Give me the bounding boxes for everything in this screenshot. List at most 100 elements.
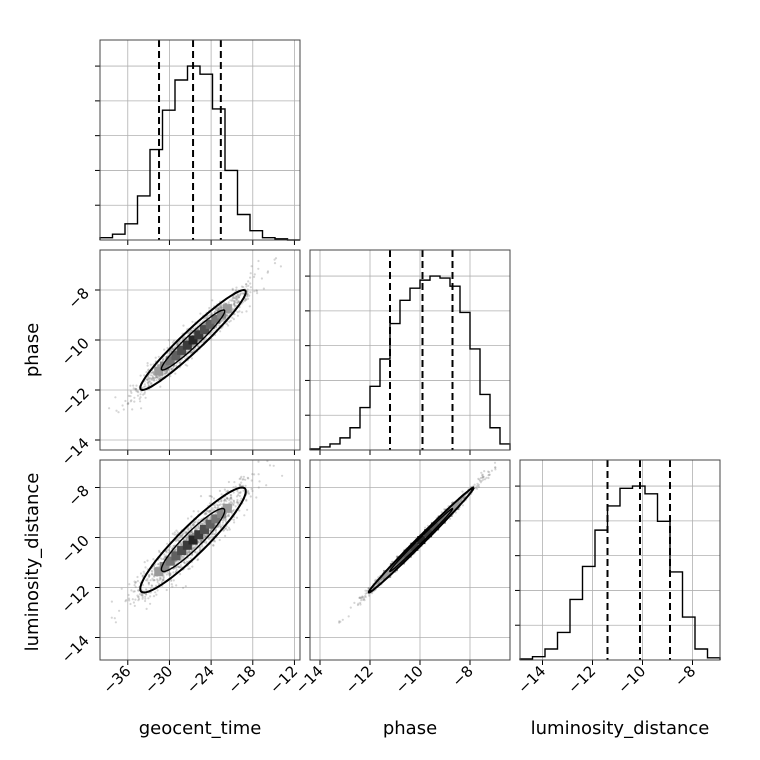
scatter-point [177,342,180,346]
hist-luminosity-distance-bar-5 [583,566,596,660]
scatter-point [341,618,344,621]
scatter-point [165,370,168,374]
scatter-point [243,299,246,303]
scatter-point [227,526,230,529]
scatter-point [219,307,222,310]
scatter-point [227,480,230,484]
phase-ytick-label-0: −8 [64,284,92,312]
scatter-point [212,329,215,332]
scatter-point [180,355,183,358]
scatter-point [118,609,121,612]
scatter-point [187,331,190,335]
hist-luminosity-distance-bar-10 [645,494,658,660]
scatter-point [151,371,154,374]
scatter-point [170,368,174,371]
scatter-point [257,267,260,270]
scatter-point [155,593,158,596]
scatter-point [143,385,146,388]
scatter-point [117,411,120,414]
scatter-point [168,574,172,577]
hist-geocent-time-bar-8 [200,74,213,240]
scatter-point [190,352,193,355]
scatter-point [220,304,223,307]
hist-luminosity-distance-bar-9 [633,486,646,660]
scatter-point [176,343,179,346]
phase-xtick-label-3: −8 [448,662,476,690]
scatter-point [236,297,239,300]
scatter-point [146,577,149,580]
scatter-point [171,341,174,344]
scatter-point [197,328,200,331]
scatter-point [237,296,240,299]
scatter-point [231,298,234,301]
scatter-point [240,475,243,478]
scatter-point [197,558,200,561]
scatter-point [236,501,239,505]
scatter-point [219,330,222,333]
scatter-point [137,589,140,592]
scatter-point [233,313,236,316]
hist-phase-bar-2 [330,444,340,450]
scatter-point [272,464,275,467]
scatter-point [143,374,146,377]
scatter-point [146,378,149,381]
scatter-point [197,328,200,331]
scatter-point [208,502,211,505]
hist-geocent-time-frame [99,39,301,241]
scatter-point [147,381,150,384]
scatter-point [148,380,151,383]
scatter-point [233,521,236,524]
scatter-point [231,287,234,290]
scatter-point [214,308,217,311]
scatter-point [137,595,140,598]
scatter-point [208,306,211,310]
scatter-point [163,370,166,373]
scatter-point [227,324,230,327]
luminosity-distance-xtick-label-0: −14 [514,662,549,697]
scatter-point [136,575,139,579]
scatter-point [220,493,223,496]
scatter-point [149,376,152,380]
scatter-point [197,327,200,331]
hist-luminosity-distance-frame [519,459,721,661]
scatter-point [242,489,245,492]
scatter-point [219,523,222,526]
scatter-point [205,316,208,319]
scatter-phase-vs-geocent-time-contour-1 [160,309,226,371]
scatter-point [222,319,225,323]
scatter-point [234,505,237,508]
scatter-point [231,297,234,300]
scatter-point [253,473,256,476]
scatter-point [147,597,150,600]
scatter-point [480,479,483,482]
phase-xtick-label-2: −10 [392,662,427,697]
hist-phase-bar-15 [460,312,470,450]
hist-phase-bar-18 [490,428,500,450]
scatter-point [245,298,248,301]
scatter-point [139,572,143,575]
scatter-point [146,378,149,381]
scatter-point [157,363,160,367]
scatter-point [172,365,175,368]
scatter-point [148,380,152,383]
scatter-point [233,301,236,304]
scatter-point [183,561,186,564]
hist-luminosity-distance-bar-7 [608,506,621,660]
geocent-time-xtick-label-0: −36 [99,662,134,697]
hist-geocent-time-bar-2 [125,224,138,240]
scatter-point [477,485,481,488]
scatter-point [217,525,220,528]
scatter-point [192,524,195,527]
scatter-point [274,257,278,260]
scatter-point [127,597,131,600]
scatter-point [228,499,231,502]
phase-ytick-label-2: −12 [58,384,93,419]
scatter-phase-vs-geocent-time-density-cell [182,340,192,350]
scatter-point [139,400,142,403]
scatter-point [194,520,197,523]
scatter-point [460,497,464,501]
scatter-point [154,356,157,359]
scatter-point [170,579,173,583]
scatter-point [233,299,236,303]
scatter-point [361,595,364,598]
